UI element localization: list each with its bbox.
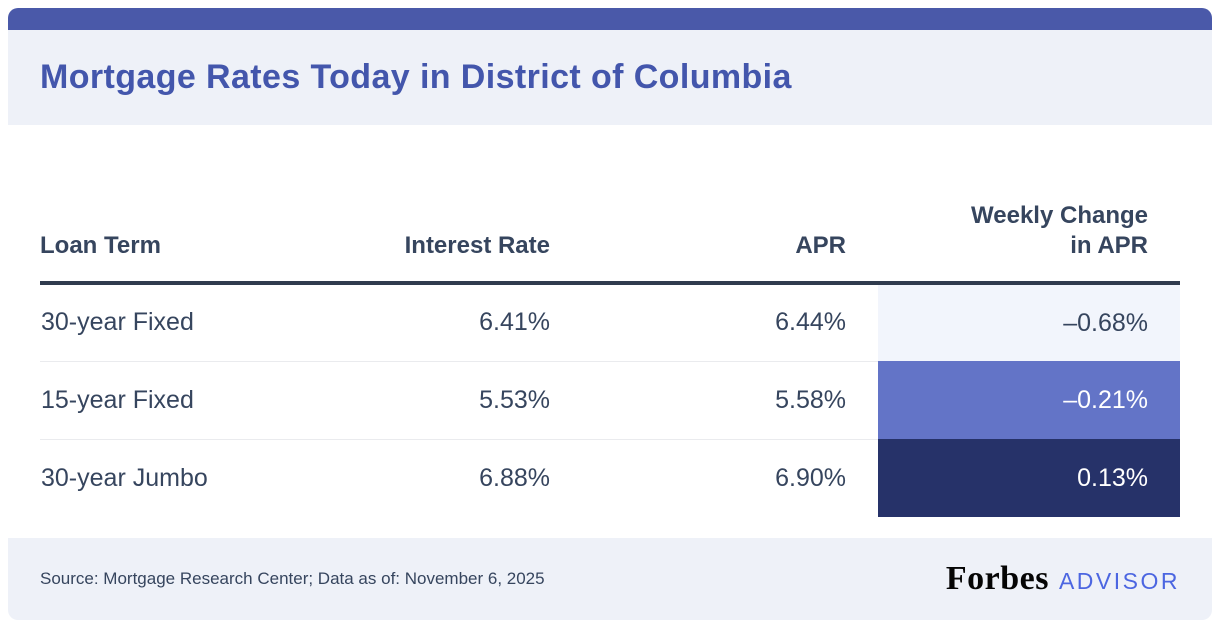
- weekly-change-cell: –0.68%: [878, 283, 1180, 361]
- page-title: Mortgage Rates Today in District of Colu…: [40, 58, 792, 96]
- column-header-weekly-change-line2: in APR: [1070, 232, 1148, 259]
- apr-cell: 6.44%: [590, 283, 878, 362]
- weekly-change-cell: –0.21%: [878, 361, 1180, 439]
- interest-rate-cell: 6.88%: [370, 439, 590, 517]
- rates-table-section: Loan Term Interest Rate APR Weekly Chang…: [8, 125, 1212, 538]
- apr-cell: 5.58%: [590, 361, 878, 440]
- source-note: Source: Mortgage Research Center; Data a…: [40, 569, 545, 588]
- table-row: 15-year Fixed 5.53% 5.58% –0.21%: [40, 361, 1180, 440]
- column-header-interest-rate: Interest Rate: [370, 125, 590, 285]
- advisor-logo-text: ADVISOR: [1058, 568, 1180, 594]
- card-top-accent-bar: [8, 8, 1212, 30]
- card-footer: Source: Mortgage Research Center; Data a…: [8, 538, 1212, 620]
- loan-term-cell: 30-year Fixed: [40, 283, 370, 362]
- rates-table: Loan Term Interest Rate APR Weekly Chang…: [40, 125, 1180, 517]
- column-header-weekly-change-in-apr: Weekly Change in APR: [878, 125, 1180, 285]
- apr-cell: 6.90%: [590, 439, 878, 517]
- column-header-apr: APR: [590, 125, 878, 285]
- column-header-weekly-change-line1: Weekly Change: [971, 202, 1148, 229]
- table-header-row: Loan Term Interest Rate APR Weekly Chang…: [40, 125, 1180, 285]
- table-row: 30-year Jumbo 6.88% 6.90% 0.13%: [40, 439, 1180, 517]
- interest-rate-cell: 6.41%: [370, 283, 590, 362]
- mortgage-rates-card: Mortgage Rates Today in District of Colu…: [8, 8, 1212, 620]
- column-header-loan-term: Loan Term: [40, 125, 370, 285]
- loan-term-cell: 30-year Jumbo: [40, 439, 370, 517]
- loan-term-cell: 15-year Fixed: [40, 361, 370, 440]
- forbes-logo-text: Forbes: [945, 560, 1049, 597]
- forbes-advisor-logo: Forbes ADVISOR: [946, 560, 1180, 598]
- interest-rate-cell: 5.53%: [370, 361, 590, 440]
- table-row: 30-year Fixed 6.41% 6.44% –0.68%: [40, 283, 1180, 362]
- weekly-change-cell: 0.13%: [878, 439, 1180, 517]
- card-header: Mortgage Rates Today in District of Colu…: [8, 30, 1212, 125]
